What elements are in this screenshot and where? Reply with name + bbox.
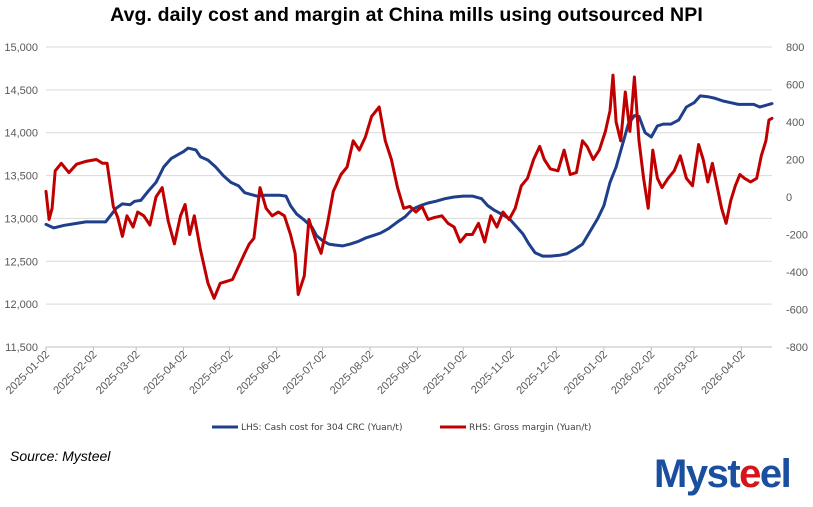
y-left-tick-label: 12,500 <box>4 256 38 268</box>
line-chart: 11,500 12,000 12,500 13,000 13,500 14,000 14,5… <box>4 42 808 433</box>
mysteel-logo-wordmark: Mysteel <box>654 452 790 496</box>
x-tick-label: 2025-02-02 <box>51 349 99 397</box>
series-line-gross-margin <box>44 73 774 300</box>
legend-label: RHS: Gross margin (Yuan/t) <box>469 423 591 433</box>
y-left-tick-label: 13,000 <box>4 213 38 225</box>
chart-title: Avg. daily cost and margin at China mill… <box>110 4 703 26</box>
y-left-tick-label: 14,500 <box>4 85 38 97</box>
y-left-tick-label: 14,000 <box>4 128 38 140</box>
series-line-cash-cost <box>44 94 774 258</box>
y-right-tick-label: 600 <box>786 80 804 92</box>
x-tick-label: 2025-01-02 <box>4 349 52 397</box>
x-tick-label: 2026-03-02 <box>652 349 700 397</box>
series-lines <box>44 73 774 300</box>
x-tick-label: 2026-04-02 <box>699 349 747 397</box>
y-right-tick-label: 200 <box>786 155 804 167</box>
x-tick-label: 2025-12-02 <box>514 349 562 397</box>
x-tick-label: 2025-04-02 <box>141 349 189 397</box>
x-tick-label: 2026-02-02 <box>609 349 657 397</box>
y-right-tick-label: -600 <box>786 305 808 317</box>
y-right-tick-label: -400 <box>786 267 808 279</box>
legend: LHS: Cash cost for 304 CRC (Yuan/t) RHS: … <box>212 423 591 433</box>
y-left-tick-label: 12,000 <box>4 299 38 311</box>
x-tick-label: 2025-09-02 <box>375 349 423 397</box>
source-note: Source: Mysteel <box>10 448 111 464</box>
x-tick-label: 2026-01-02 <box>562 349 610 397</box>
x-tick-label: 2025-07-02 <box>280 349 328 397</box>
y-right-tick-label: 0 <box>786 192 792 204</box>
y-left-tick-label: 15,000 <box>4 42 38 54</box>
y-right-tick-label: -200 <box>786 230 808 242</box>
y-left-tick-label: 11,500 <box>5 342 38 354</box>
x-tick-label: 2025-11-02 <box>469 349 517 397</box>
y-left-tick-label: 13,500 <box>4 171 38 183</box>
y-right-tick-label: -800 <box>786 342 808 354</box>
x-tick-label: 2025-03-02 <box>94 349 142 397</box>
left-axis: 11,500 12,000 12,500 13,000 13,500 14,000 14,5… <box>4 42 38 354</box>
legend-item-cash-cost: LHS: Cash cost for 304 CRC (Yuan/t) <box>212 423 402 433</box>
legend-label: LHS: Cash cost for 304 CRC (Yuan/t) <box>241 423 402 433</box>
mysteel-logo: Mysteel <box>654 452 792 496</box>
legend-item-gross-margin: RHS: Gross margin (Yuan/t) <box>440 423 591 433</box>
x-tick-label: 2025-06-02 <box>235 349 283 397</box>
x-tick-label: 2025-08-02 <box>328 349 376 397</box>
y-right-tick-label: 400 <box>786 117 804 129</box>
right-axis: -800 -600 -400 -200 0 200 400 600 800 <box>786 42 808 354</box>
y-right-tick-label: 800 <box>786 42 804 54</box>
x-tick-label: 2025-05-02 <box>187 349 235 397</box>
x-tick-label: 2025-10-02 <box>421 349 469 397</box>
